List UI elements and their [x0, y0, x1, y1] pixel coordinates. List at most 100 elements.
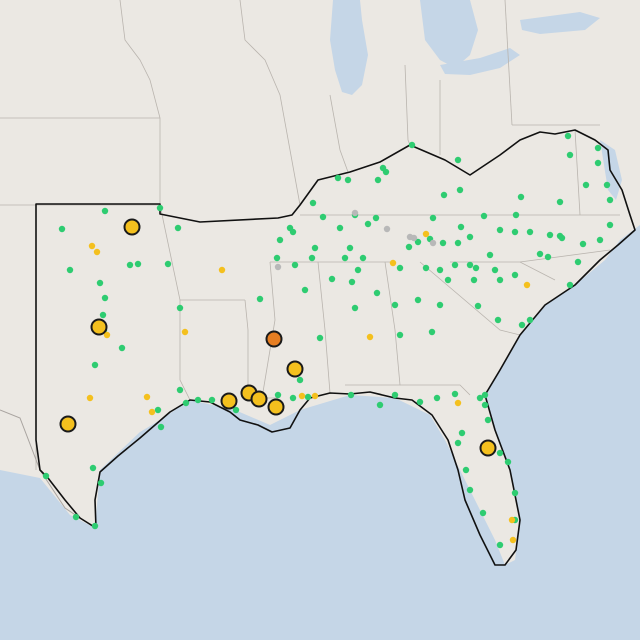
site-marker-green[interactable]: [481, 391, 489, 399]
site-marker-large-yellow[interactable]: [123, 218, 141, 236]
site-marker-green[interactable]: [496, 276, 504, 284]
site-marker-green[interactable]: [42, 472, 50, 480]
site-marker-green[interactable]: [556, 198, 564, 206]
site-marker-green[interactable]: [574, 258, 582, 266]
site-marker-large-yellow[interactable]: [220, 392, 238, 410]
site-marker-gray[interactable]: [410, 234, 418, 242]
site-marker-green[interactable]: [359, 254, 367, 262]
site-marker-green[interactable]: [496, 226, 504, 234]
site-marker-green[interactable]: [582, 181, 590, 189]
site-marker-green[interactable]: [564, 132, 572, 140]
site-marker-green[interactable]: [526, 316, 534, 324]
site-marker-green[interactable]: [309, 199, 317, 207]
site-marker-gray[interactable]: [429, 239, 437, 247]
site-marker-green[interactable]: [99, 311, 107, 319]
site-marker-green[interactable]: [157, 423, 165, 431]
site-marker-green[interactable]: [484, 416, 492, 424]
site-marker-green[interactable]: [466, 261, 474, 269]
site-marker-green[interactable]: [457, 223, 465, 231]
site-marker-green[interactable]: [344, 176, 352, 184]
site-marker-green[interactable]: [479, 509, 487, 517]
site-marker-yellow[interactable]: [509, 536, 517, 544]
site-marker-green[interactable]: [176, 386, 184, 394]
site-marker-green[interactable]: [454, 439, 462, 447]
site-marker-green[interactable]: [456, 186, 464, 194]
site-marker-green[interactable]: [174, 224, 182, 232]
site-marker-green[interactable]: [274, 391, 282, 399]
site-marker-green[interactable]: [526, 228, 534, 236]
site-marker-green[interactable]: [354, 266, 362, 274]
site-marker-green[interactable]: [512, 211, 520, 219]
site-marker-green[interactable]: [451, 390, 459, 398]
site-marker-green[interactable]: [374, 176, 382, 184]
site-marker-green[interactable]: [289, 394, 297, 402]
site-marker-yellow[interactable]: [88, 242, 96, 250]
site-marker-green[interactable]: [319, 213, 327, 221]
site-marker-green[interactable]: [316, 334, 324, 342]
site-marker-green[interactable]: [566, 151, 574, 159]
site-marker-green[interactable]: [511, 271, 519, 279]
site-marker-green[interactable]: [476, 394, 484, 402]
site-marker-green[interactable]: [408, 141, 416, 149]
site-marker-green[interactable]: [72, 513, 80, 521]
site-marker-green[interactable]: [348, 278, 356, 286]
site-marker-yellow[interactable]: [311, 392, 319, 400]
site-marker-green[interactable]: [176, 304, 184, 312]
site-marker-yellow[interactable]: [454, 399, 462, 407]
site-marker-yellow[interactable]: [86, 394, 94, 402]
site-marker-green[interactable]: [91, 361, 99, 369]
site-marker-green[interactable]: [504, 458, 512, 466]
site-marker-green[interactable]: [466, 233, 474, 241]
site-marker-green[interactable]: [496, 449, 504, 457]
site-marker-green[interactable]: [606, 196, 614, 204]
site-marker-green[interactable]: [416, 398, 424, 406]
site-marker-green[interactable]: [164, 260, 172, 268]
site-marker-green[interactable]: [458, 429, 466, 437]
site-marker-green[interactable]: [101, 294, 109, 302]
site-marker-green[interactable]: [558, 234, 566, 242]
site-marker-green[interactable]: [428, 328, 436, 336]
site-marker-green[interactable]: [596, 236, 604, 244]
site-marker-green[interactable]: [232, 406, 240, 414]
site-marker-green[interactable]: [126, 261, 134, 269]
site-marker-gray[interactable]: [351, 209, 359, 217]
site-marker-green[interactable]: [351, 304, 359, 312]
site-marker-green[interactable]: [606, 221, 614, 229]
site-marker-green[interactable]: [566, 281, 574, 289]
site-marker-yellow[interactable]: [143, 393, 151, 401]
site-marker-green[interactable]: [470, 276, 478, 284]
site-marker-large-yellow[interactable]: [479, 439, 497, 457]
site-marker-green[interactable]: [454, 156, 462, 164]
site-marker-green[interactable]: [440, 191, 448, 199]
site-marker-green[interactable]: [347, 391, 355, 399]
site-marker-large-orange[interactable]: [265, 330, 283, 348]
site-marker-green[interactable]: [372, 214, 380, 222]
site-marker-gray[interactable]: [383, 225, 391, 233]
site-marker-green[interactable]: [373, 289, 381, 297]
site-marker-green[interactable]: [289, 228, 297, 236]
site-marker-yellow[interactable]: [103, 331, 111, 339]
site-marker-green[interactable]: [414, 238, 422, 246]
site-marker-green[interactable]: [334, 174, 342, 182]
site-marker-green[interactable]: [336, 224, 344, 232]
site-marker-green[interactable]: [481, 401, 489, 409]
site-marker-green[interactable]: [391, 301, 399, 309]
site-marker-green[interactable]: [491, 266, 499, 274]
site-marker-large-yellow[interactable]: [286, 360, 304, 378]
site-marker-green[interactable]: [311, 244, 319, 252]
site-marker-large-yellow[interactable]: [250, 390, 268, 408]
site-marker-green[interactable]: [118, 344, 126, 352]
site-marker-green[interactable]: [194, 396, 202, 404]
site-marker-green[interactable]: [208, 396, 216, 404]
site-marker-green[interactable]: [296, 376, 304, 384]
site-marker-yellow[interactable]: [93, 248, 101, 256]
site-marker-green[interactable]: [405, 243, 413, 251]
site-marker-green[interactable]: [414, 296, 422, 304]
site-marker-large-yellow[interactable]: [59, 415, 77, 433]
site-marker-yellow[interactable]: [389, 259, 397, 267]
site-marker-green[interactable]: [472, 264, 480, 272]
site-marker-green[interactable]: [346, 244, 354, 252]
site-marker-large-yellow[interactable]: [90, 318, 108, 336]
